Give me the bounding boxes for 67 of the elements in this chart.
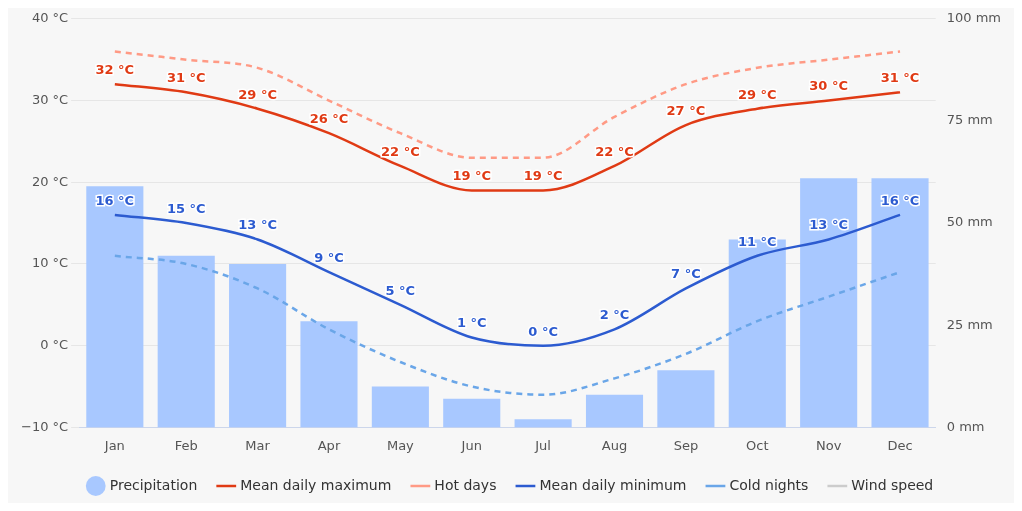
y2-tick-label: 50 mm [946, 214, 993, 230]
data-label: 0 °C [528, 323, 558, 339]
y-tick-label: 10 °C [31, 255, 69, 271]
x-tick-label: Dec [887, 437, 913, 453]
legend-label: Cold nights [729, 476, 809, 493]
data-label: 26 °C [309, 111, 349, 127]
line-series [113, 50, 902, 159]
data-label: 19 °C [452, 168, 492, 184]
y2-tick-label: 25 mm [946, 316, 993, 332]
y2-tick-label: 75 mm [946, 112, 993, 128]
line-series [113, 213, 902, 347]
data-label: 13 °C [238, 217, 277, 233]
bar [585, 394, 644, 428]
data-label: 31 °C [166, 70, 206, 86]
data-label: 9 °C [314, 250, 344, 266]
data-label: 22 °C [381, 143, 420, 159]
bar [300, 321, 358, 428]
y-tick-label: −10 °C [20, 418, 69, 434]
legend-label: Wind speed [851, 476, 934, 493]
data-label: 1 °C [456, 315, 487, 331]
bar [229, 263, 287, 428]
y-tick-label: 0 °C [40, 337, 69, 353]
data-label: 16 °C [880, 192, 920, 208]
bar [514, 419, 572, 428]
data-label: 16 °C [95, 192, 135, 208]
y-tick-label: 40 °C [31, 10, 69, 26]
bar [443, 398, 501, 428]
data-label: 22 °C [595, 143, 634, 159]
data-label: 32 °C [95, 62, 135, 78]
y-tick-label: 30 °C [31, 91, 69, 107]
x-tick-label: Nov [815, 437, 842, 453]
bar [371, 386, 429, 428]
line-series [113, 82, 902, 192]
legend-label: Mean daily minimum [539, 476, 687, 493]
x-tick-label: May [386, 437, 415, 453]
y-tick-label: 20 °C [31, 173, 69, 189]
x-tick-label: Aug [601, 437, 628, 453]
bar [157, 255, 215, 428]
legend-label: Mean daily maximum [240, 476, 392, 493]
x-tick-label: Sep [673, 437, 699, 453]
legend-label: Hot days [434, 476, 497, 493]
x-tick-label: Jul [534, 437, 551, 453]
bar [86, 186, 144, 428]
data-label: 29 °C [737, 86, 777, 102]
data-label: 19 °C [523, 168, 563, 184]
x-tick-label: Mar [245, 437, 271, 453]
bar [657, 370, 715, 428]
bar [800, 178, 858, 428]
x-tick-label: Jan [103, 437, 125, 453]
data-label: 29 °C [238, 86, 277, 102]
data-label: 5 °C [385, 282, 416, 298]
data-label: 7 °C [671, 266, 701, 282]
y2-tick-label: 100 mm [946, 10, 1002, 26]
data-label: 31 °C [880, 70, 920, 86]
x-tick-label: Jun [460, 437, 482, 453]
x-tick-label: Apr [317, 437, 341, 453]
y2-tick-label: 0 mm [946, 418, 985, 434]
bar [728, 239, 786, 428]
data-label: 30 °C [809, 78, 848, 94]
legend-label: Precipitation [109, 476, 198, 493]
data-label: 13 °C [809, 217, 848, 233]
x-tick-label: Oct [746, 437, 769, 453]
data-label: 15 °C [166, 200, 206, 216]
bar [871, 178, 929, 428]
data-label: 2 °C [599, 307, 630, 323]
x-tick-label: Feb [174, 437, 198, 453]
data-label: 27 °C [666, 102, 706, 118]
